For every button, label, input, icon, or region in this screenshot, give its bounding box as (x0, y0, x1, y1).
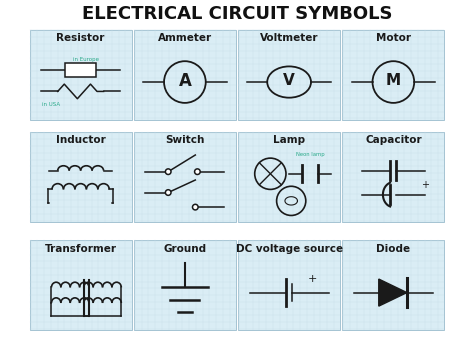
Bar (65, 63, 96, 77)
Bar (238, 30, 340, 119)
Text: Switch: Switch (165, 135, 205, 145)
Text: Ammeter: Ammeter (158, 33, 212, 43)
Circle shape (165, 169, 171, 174)
Text: in Europe: in Europe (73, 57, 99, 62)
Polygon shape (379, 279, 407, 306)
Text: DC voltage source: DC voltage source (236, 244, 343, 253)
Text: A: A (178, 72, 191, 90)
Text: Lamp: Lamp (273, 135, 305, 145)
Bar (29, 30, 132, 119)
Bar (29, 132, 132, 222)
Text: Neon lamp: Neon lamp (296, 152, 324, 157)
Text: +: + (307, 274, 317, 284)
Text: Inductor: Inductor (56, 135, 106, 145)
Circle shape (194, 169, 200, 174)
Text: Diode: Diode (376, 244, 410, 253)
Text: Capacitor: Capacitor (365, 135, 422, 145)
Text: in USA: in USA (42, 102, 60, 107)
Bar (134, 132, 236, 222)
Text: Motor: Motor (376, 33, 411, 43)
Circle shape (165, 190, 171, 195)
Text: M: M (386, 74, 401, 88)
Text: +: + (420, 180, 428, 190)
Bar (342, 30, 445, 119)
Bar (134, 240, 236, 330)
Bar (238, 132, 340, 222)
Text: Voltmeter: Voltmeter (260, 33, 319, 43)
Circle shape (192, 204, 198, 210)
Text: Transformer: Transformer (45, 244, 117, 253)
Text: Ground: Ground (164, 244, 207, 253)
Bar (134, 30, 236, 119)
Text: ELECTRICAL CIRCUIT SYMBOLS: ELECTRICAL CIRCUIT SYMBOLS (82, 5, 392, 23)
Bar (342, 240, 445, 330)
Bar (238, 240, 340, 330)
Bar (29, 240, 132, 330)
Text: V: V (283, 74, 295, 88)
Text: Resistor: Resistor (56, 33, 105, 43)
Bar (342, 132, 445, 222)
